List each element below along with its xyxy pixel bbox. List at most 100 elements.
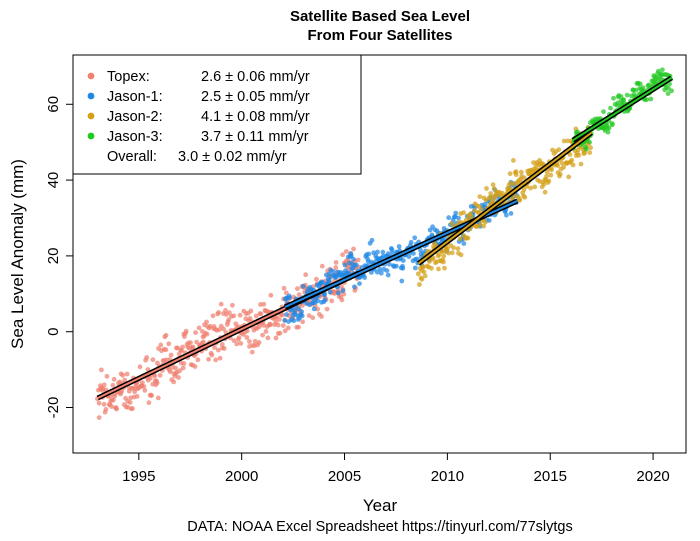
- data-point-topex: [247, 339, 252, 344]
- chart-subtitle: From Four Satellites: [307, 27, 452, 44]
- data-point-jason-1: [362, 275, 368, 280]
- data-point-jason-1: [300, 283, 306, 289]
- x-tick-label-2005: 2005: [328, 468, 361, 485]
- legend-label-topex: Topex:: [107, 69, 150, 85]
- data-point-topex: [219, 342, 225, 347]
- data-point-jason-2: [429, 265, 434, 271]
- data-point-topex: [104, 373, 110, 379]
- data-point-topex: [141, 384, 147, 389]
- data-point-jason-1: [508, 211, 514, 216]
- x-tick-label-1995: 1995: [122, 468, 155, 485]
- data-point-jason-2: [441, 259, 446, 265]
- data-point-topex: [173, 365, 178, 371]
- y-tick-label-20: 20: [45, 248, 62, 265]
- data-point-jason-3: [606, 125, 612, 131]
- data-point-jason-2: [578, 161, 584, 167]
- data-point-topex: [193, 330, 199, 335]
- data-point-jason-3: [644, 97, 650, 102]
- data-point-topex: [144, 355, 150, 360]
- data-point-jason-2: [541, 181, 547, 187]
- x-tick-label-2010: 2010: [431, 468, 464, 485]
- data-point-topex: [221, 326, 226, 332]
- data-point-topex: [282, 328, 288, 334]
- data-point-jason-2: [559, 160, 565, 166]
- data-point-jason-3: [637, 81, 643, 87]
- data-point-jason-1: [282, 318, 288, 323]
- data-point-topex: [163, 347, 169, 353]
- data-point-topex: [142, 388, 148, 393]
- data-point-topex: [263, 329, 269, 334]
- data-point-topex: [238, 341, 244, 346]
- data-point-jason-1: [315, 298, 320, 304]
- data-point-jason-3: [624, 92, 630, 98]
- data-point-topex: [340, 252, 345, 258]
- data-point-topex: [221, 346, 227, 351]
- data-point-topex: [231, 313, 237, 319]
- data-point-topex: [244, 335, 250, 340]
- data-point-jason-1: [400, 265, 406, 271]
- data-point-topex: [258, 311, 264, 317]
- data-point-jason-3: [669, 88, 674, 94]
- y-tick-label-60: 60: [45, 96, 62, 113]
- data-point-jason-2: [420, 264, 426, 270]
- legend-rate-jason-1: 2.5 ± 0.05 mm/yr: [201, 89, 310, 105]
- data-point-topex: [213, 357, 219, 363]
- data-point-jason-1: [327, 289, 333, 295]
- data-point-topex: [230, 302, 235, 308]
- data-point-topex: [310, 315, 316, 321]
- data-point-topex: [277, 330, 283, 336]
- data-point-jason-3: [665, 91, 671, 96]
- data-point-jason-1: [351, 256, 356, 262]
- data-point-jason-1: [335, 290, 341, 296]
- data-point-jason-2: [544, 169, 550, 175]
- data-point-jason-2: [566, 174, 572, 180]
- data-point-topex: [154, 380, 160, 386]
- data-point-topex: [195, 357, 201, 363]
- data-point-jason-1: [400, 258, 406, 263]
- data-point-jason-2: [588, 145, 593, 151]
- data-point-jason-1: [408, 239, 414, 245]
- x-tick-label-2015: 2015: [534, 468, 567, 485]
- data-point-jason-2: [422, 273, 428, 279]
- data-point-jason-1: [453, 210, 459, 216]
- data-point-topex: [158, 342, 164, 348]
- data-point-jason-2: [576, 152, 582, 158]
- x-tick-label-2000: 2000: [225, 468, 258, 485]
- data-point-jason-3: [667, 81, 672, 87]
- y-axis: -20 0 20 40 60: [45, 96, 73, 418]
- data-point-topex: [306, 313, 312, 318]
- data-point-jason-1: [486, 218, 492, 223]
- data-point-jason-1: [385, 272, 391, 278]
- data-point-jason-1: [340, 288, 346, 294]
- data-point-jason-1: [411, 251, 416, 256]
- data-point-jason-2: [542, 189, 548, 195]
- data-point-topex: [217, 355, 223, 361]
- data-point-topex: [237, 312, 243, 318]
- data-point-jason-1: [296, 306, 301, 312]
- data-point-jason-1: [322, 297, 328, 303]
- data-point-jason-2: [521, 175, 527, 181]
- y-tick-label-40: 40: [45, 172, 62, 189]
- data-point-topex: [109, 404, 115, 409]
- data-point-topex: [296, 292, 302, 297]
- data-point-jason-1: [320, 279, 325, 285]
- data-point-topex: [285, 325, 291, 331]
- data-point-topex: [148, 375, 153, 381]
- data-point-jason-2: [491, 186, 497, 192]
- data-point-jason-2: [488, 194, 494, 200]
- data-point-topex: [277, 317, 282, 322]
- data-point-jason-1: [377, 266, 383, 272]
- legend-rate-overall: 3.0 ± 0.02 mm/yr: [178, 149, 287, 165]
- data-point-jason-2: [556, 147, 562, 153]
- data-point-topex: [216, 347, 221, 353]
- data-point-topex: [99, 367, 104, 373]
- data-point-jason-2: [522, 194, 528, 200]
- data-point-jason-2: [555, 163, 560, 168]
- data-point-jason-2: [517, 197, 523, 203]
- data-point-jason-2: [446, 250, 451, 256]
- data-point-jason-1: [311, 306, 317, 312]
- data-point-jason-3: [611, 95, 616, 101]
- data-point-jason-1: [396, 244, 402, 249]
- data-point-jason-2: [528, 185, 533, 191]
- data-point-jason-1: [292, 307, 298, 313]
